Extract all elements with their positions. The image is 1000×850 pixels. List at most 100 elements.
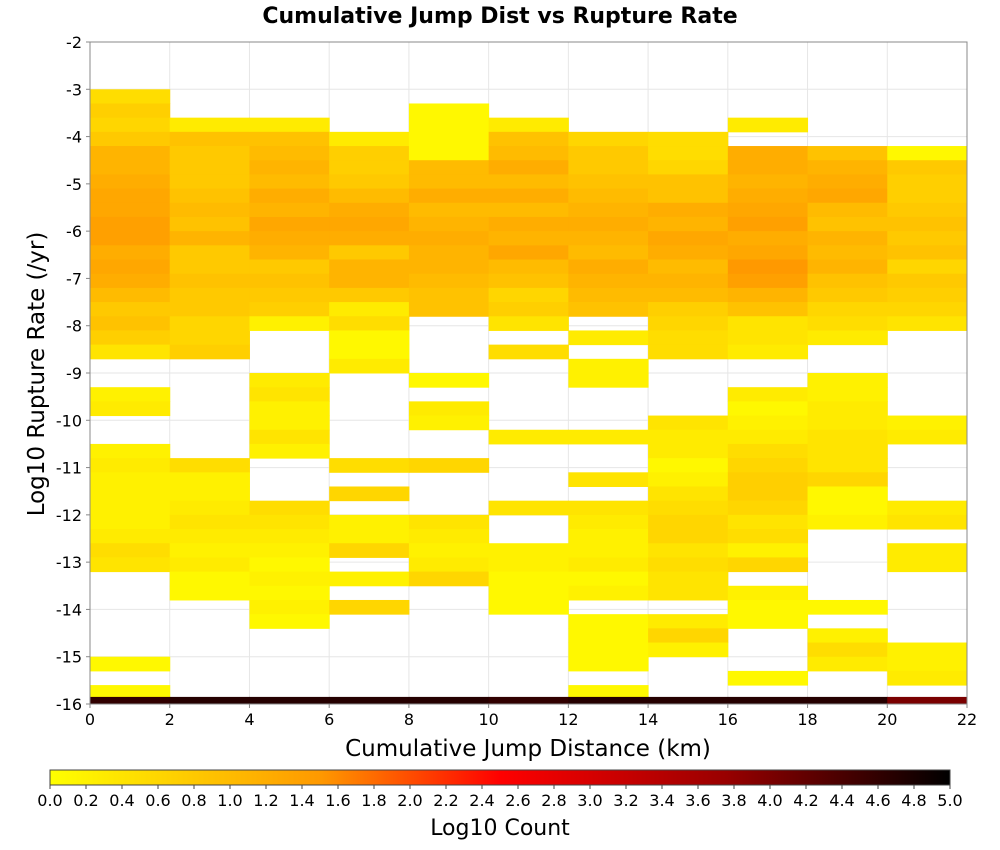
heatmap-cell xyxy=(568,231,649,246)
heatmap-cell xyxy=(90,387,171,402)
heatmap-cell xyxy=(648,231,729,246)
y-tick-label: -9 xyxy=(66,364,82,383)
heatmap-cell xyxy=(727,344,809,360)
heatmap-cell xyxy=(249,131,330,147)
y-tick-label: -10 xyxy=(56,411,82,430)
heatmap-cell xyxy=(568,514,649,530)
heatmap-cell xyxy=(90,216,171,232)
heatmap-cell xyxy=(887,500,968,516)
heatmap-cell xyxy=(169,500,250,516)
heatmap-cell xyxy=(807,443,888,459)
heatmap-cell xyxy=(90,458,171,473)
heatmap-cell xyxy=(648,628,729,644)
heatmap-cell xyxy=(169,529,250,544)
heatmap-cell xyxy=(329,287,410,303)
heatmap-cell xyxy=(727,401,809,417)
heatmap-cell xyxy=(249,117,330,133)
heatmap-cell xyxy=(169,330,250,346)
heatmap-cell xyxy=(887,259,968,275)
heatmap-cell xyxy=(90,146,171,161)
heatmap-cell xyxy=(648,302,729,317)
x-tick-label: 22 xyxy=(957,710,977,729)
heatmap-cell xyxy=(488,599,569,615)
heatmap-cell xyxy=(408,415,490,431)
x-tick-label: 2 xyxy=(165,710,175,729)
heatmap-cell xyxy=(169,585,250,601)
heatmap-cell xyxy=(648,585,729,601)
heatmap-cell xyxy=(568,529,649,544)
colorbar-tick-label: 2.8 xyxy=(541,791,566,810)
heatmap-cell xyxy=(249,302,330,317)
heatmap-cell xyxy=(408,259,490,275)
colorbar-tick-label: 0.0 xyxy=(37,791,62,810)
heatmap-cell xyxy=(408,188,490,204)
colorbar-tick-label: 4.8 xyxy=(901,791,926,810)
heatmap-cell xyxy=(648,131,729,147)
y-tick-label: -8 xyxy=(66,317,82,336)
heatmap-cell xyxy=(249,599,330,615)
heatmap-cell xyxy=(727,415,809,431)
heatmap-cell xyxy=(169,557,250,573)
heatmap-cell xyxy=(90,160,171,175)
heatmap-cell xyxy=(408,373,490,388)
heatmap-cell xyxy=(408,571,490,587)
x-tick-label: 16 xyxy=(718,710,738,729)
y-axis-ticks: -2 -3 -4 -5 -6 -7 -8 -9 -10 -11 -12 -13 -14 -15 -16 xyxy=(56,33,90,714)
heatmap-cell xyxy=(727,330,809,346)
colorbar-tick-label: 2.6 xyxy=(505,791,530,810)
heatmap-cell xyxy=(887,642,968,658)
heatmap-cell xyxy=(488,500,569,516)
heatmap-cell xyxy=(408,273,490,289)
heatmap-cell xyxy=(169,245,250,261)
heatmap-cell xyxy=(807,302,888,317)
colorbar-tick-label: 2.2 xyxy=(433,791,458,810)
heatmap-cell xyxy=(488,259,569,275)
colorbar-tick-label: 4.2 xyxy=(793,791,818,810)
heatmap-cell xyxy=(887,202,968,218)
heatmap-cell xyxy=(807,245,888,261)
heatmap-cell xyxy=(90,472,171,487)
heatmap-cell xyxy=(408,302,490,317)
heatmap-cell xyxy=(727,429,809,445)
heatmap-cell xyxy=(807,287,888,303)
heatmap-cell xyxy=(727,216,809,232)
heatmap-cell xyxy=(807,500,888,516)
x-tick-label: 6 xyxy=(324,710,334,729)
heatmap-cell xyxy=(249,216,330,232)
heatmap-cell xyxy=(169,458,250,473)
colorbar-tick-label: 1.2 xyxy=(253,791,278,810)
heatmap-cell xyxy=(727,117,809,133)
heatmap-cell xyxy=(727,174,809,190)
heatmap-cell xyxy=(169,146,250,161)
heatmap-cell xyxy=(329,131,410,147)
heatmap-cell xyxy=(408,514,490,530)
heatmap-cell xyxy=(568,585,649,601)
heatmap-cell xyxy=(648,415,729,431)
heatmap-cell xyxy=(90,330,171,346)
x-tick-label: 12 xyxy=(558,710,578,729)
heatmap-cell xyxy=(488,202,569,218)
heatmap-cell xyxy=(887,231,968,246)
heatmap-cell xyxy=(727,287,809,303)
colorbar-tick-label: 2.4 xyxy=(469,791,494,810)
heatmap-cell xyxy=(727,259,809,275)
heatmap-cell xyxy=(329,344,410,360)
heatmap-cell xyxy=(648,330,729,346)
colorbar-tick-label: 0.2 xyxy=(73,791,98,810)
x-tick-label: 8 xyxy=(404,710,414,729)
heatmap-cell xyxy=(249,543,330,558)
heatmap-cell xyxy=(90,89,171,104)
heatmap-cell xyxy=(169,344,250,360)
heatmap-cell xyxy=(887,216,968,232)
heatmap-cell xyxy=(408,458,490,473)
heatmap-cell xyxy=(887,146,968,161)
heatmap-cell xyxy=(568,131,649,147)
heatmap-cell xyxy=(90,188,171,204)
heatmap-cell xyxy=(488,117,569,133)
heatmap-cell xyxy=(169,259,250,275)
heatmap-cell xyxy=(90,401,171,417)
heatmap-cell xyxy=(329,330,410,346)
heatmap-cell xyxy=(727,160,809,175)
heatmap-cell xyxy=(887,415,968,431)
